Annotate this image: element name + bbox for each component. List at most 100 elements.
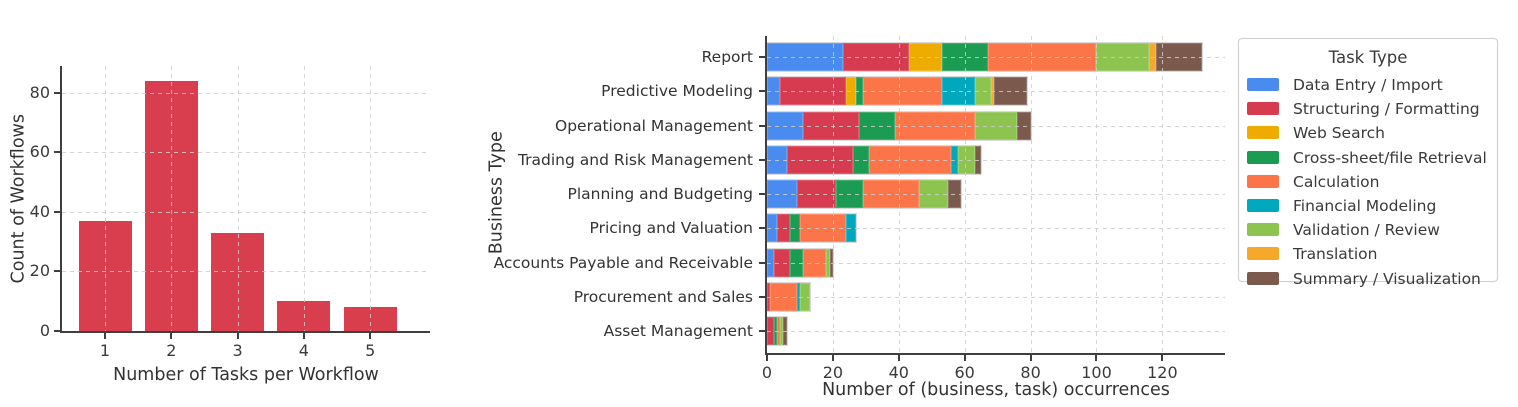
x-tick-label: 4 xyxy=(298,341,309,360)
right-xlabel: Number of (business, task) occurrences xyxy=(822,380,1170,400)
legend-item: Cross-sheet/file Retrieval xyxy=(1239,146,1497,170)
x-tick-mark xyxy=(236,333,239,339)
grid-line-x xyxy=(303,66,305,331)
legend-swatch xyxy=(1247,223,1279,237)
x-tick-label: 2 xyxy=(166,341,177,360)
y-tick-label: 40 xyxy=(29,201,50,221)
legend-label: Structuring / Formatting xyxy=(1293,100,1480,119)
x-tick-label: 80 xyxy=(1020,363,1041,382)
y-tick-mark xyxy=(54,210,60,213)
category-label: Pricing and Valuation xyxy=(589,219,753,238)
grid-line-y xyxy=(767,194,1225,195)
category-label: Trading and Risk Management xyxy=(517,150,753,169)
legend-swatch xyxy=(1247,78,1279,91)
x-tick-label: 120 xyxy=(1147,363,1178,382)
category-label: Predictive Modeling xyxy=(601,82,753,101)
x-tick-mark xyxy=(1161,355,1164,361)
grid-line-x xyxy=(105,66,106,331)
legend-label: Translation xyxy=(1293,245,1378,264)
x-tick-label: 20 xyxy=(822,363,844,382)
grid-line-y xyxy=(767,125,1225,127)
business-task-stacked-chart: Report Predictive Modeling Operational Man… xyxy=(455,0,1238,407)
category-label: Planning and Budgeting xyxy=(567,185,753,203)
grid-line-y xyxy=(767,159,1225,161)
legend-swatch xyxy=(1247,247,1279,261)
x-tick-mark xyxy=(170,333,173,339)
y-tick-mark xyxy=(54,91,60,94)
left-spine xyxy=(765,36,767,355)
bottom-spine xyxy=(765,353,1225,355)
legend-label: Data Entry / Import xyxy=(1293,76,1443,94)
grid-line-y xyxy=(767,296,1225,298)
legend-item: Structuring / Formatting xyxy=(1239,97,1497,121)
legend-item: Web Search xyxy=(1239,121,1497,145)
task-type-legend: Task Type Data Entry / Import Structuring… xyxy=(1238,38,1498,288)
legend-label: Summary / Visualization xyxy=(1293,269,1481,288)
x-tick-mark xyxy=(1029,355,1032,361)
x-tick-label: 0 xyxy=(761,363,773,382)
category-label: Asset Management xyxy=(603,322,753,340)
legend-label: Calculation xyxy=(1293,172,1380,191)
legend-label: Cross-sheet/file Retrieval xyxy=(1293,148,1487,167)
category-label: Accounts Payable and Receivable xyxy=(493,253,753,272)
y-tick-mark xyxy=(54,330,60,332)
grid-line-y xyxy=(62,271,430,273)
legend-label: Financial Modeling xyxy=(1293,197,1437,215)
grid-line-y xyxy=(767,57,1225,58)
legend-swatch xyxy=(1247,174,1279,188)
grid-line-y xyxy=(767,228,1225,230)
x-tick-label: 1 xyxy=(99,341,111,360)
y-tick-mark xyxy=(759,227,765,230)
legend-item: Financial Modeling xyxy=(1239,194,1497,218)
left-ylabel: Count of Workflows xyxy=(8,114,29,284)
legend-title: Task Type xyxy=(1328,48,1408,67)
x-tick-mark xyxy=(104,333,106,339)
x-tick-mark xyxy=(766,355,768,361)
legend-item: Translation xyxy=(1239,242,1497,266)
legend-item: Summary / Visualization xyxy=(1239,267,1497,291)
legend-swatch xyxy=(1247,150,1279,164)
legend-swatch xyxy=(1247,126,1279,140)
y-tick-mark xyxy=(759,295,765,298)
legend-label: Web Search xyxy=(1293,124,1385,143)
grid-line-y xyxy=(62,152,430,154)
y-tick-label: 0 xyxy=(39,321,50,340)
left-xlabel: Number of Tasks per Workflow xyxy=(113,365,379,385)
y-tick-mark xyxy=(54,270,60,273)
category-label: Report xyxy=(701,48,753,66)
grid-line-y xyxy=(767,331,1225,332)
grid-line-x xyxy=(237,66,239,331)
left-spine xyxy=(60,66,62,333)
category-label: Procurement and Sales xyxy=(573,287,753,306)
left-plot-area: 0 20 40 60 80 1 2 3 4 5 xyxy=(0,0,455,407)
y-tick-mark xyxy=(759,330,765,332)
x-tick-mark xyxy=(302,333,305,339)
x-tick-label: 60 xyxy=(954,363,975,382)
y-tick-mark xyxy=(759,158,765,161)
y-tick-label: 60 xyxy=(29,142,50,162)
right-plot-area: Report Predictive Modeling Operational Man… xyxy=(493,36,1225,382)
y-tick-mark xyxy=(54,151,60,154)
x-tick-mark xyxy=(897,355,900,361)
legend-label: Validation / Review xyxy=(1293,221,1440,240)
category-label: Operational Management xyxy=(555,116,753,135)
y-tick-label: 20 xyxy=(29,261,50,281)
bottom-spine xyxy=(60,331,430,333)
x-tick-mark xyxy=(963,355,966,361)
grid-line-x xyxy=(171,66,173,331)
legend-item: Calculation xyxy=(1239,170,1497,194)
x-tick-mark xyxy=(831,355,834,361)
y-tick-mark xyxy=(759,90,765,93)
legend-item: Data Entry / Import xyxy=(1239,73,1497,97)
grid-line-y xyxy=(767,91,1225,93)
grid-line-x xyxy=(370,66,372,331)
x-tick-label: 100 xyxy=(1081,363,1112,382)
tasks-per-workflow-chart: 0 20 40 60 80 1 2 3 4 5 Number of Tasks per Workf… xyxy=(0,0,455,407)
x-tick-label: 40 xyxy=(888,363,909,382)
y-tick-mark xyxy=(759,56,765,58)
y-tick-label: 80 xyxy=(29,82,50,102)
legend-swatch xyxy=(1247,102,1279,116)
x-tick-mark xyxy=(369,333,372,339)
legend-swatch xyxy=(1247,199,1279,212)
